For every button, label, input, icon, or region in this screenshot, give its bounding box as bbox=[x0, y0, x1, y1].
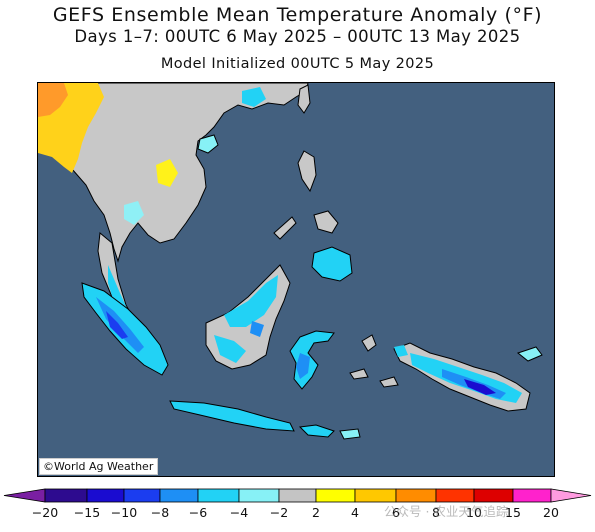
warm-anomaly-north bbox=[38, 83, 68, 117]
new-guinea bbox=[393, 342, 531, 412]
cool-core-borneo bbox=[250, 321, 264, 337]
cool-anomaly-sumatra bbox=[96, 297, 144, 353]
colorbar-bin-1 bbox=[44, 488, 88, 503]
colorbar-tick-label: −6 bbox=[188, 505, 208, 520]
cool-anomaly-gulf-coast bbox=[124, 201, 144, 225]
colorbar-bin-8 bbox=[315, 488, 356, 503]
colorbar-tick-labels: −20 −15 −10 −8 −6 −4 −2 2 4 6 8 10 15 20 bbox=[0, 505, 595, 525]
landmass-visayas bbox=[313, 210, 339, 234]
colorbar-bin-5 bbox=[197, 488, 240, 503]
strong-cool-anomaly-sumatra bbox=[106, 311, 128, 339]
strong-cool-anomaly-new-guinea bbox=[464, 379, 496, 395]
landmass-palawan bbox=[273, 216, 297, 240]
landmass-new-britain bbox=[516, 346, 543, 362]
colorbar-tick-label: 10 bbox=[466, 505, 482, 520]
cool-anomaly-coast bbox=[242, 87, 266, 107]
colorbar-tick-label: 2 bbox=[312, 505, 320, 520]
landmass-moluccas-3 bbox=[379, 376, 399, 388]
colorbar-bin-14 bbox=[550, 488, 592, 503]
colorbar-bin-0 bbox=[3, 488, 46, 503]
sulawesi bbox=[289, 330, 335, 390]
colorbar-bin-6 bbox=[238, 488, 280, 503]
borneo bbox=[205, 264, 291, 370]
landmass-lesser-sunda-1 bbox=[298, 424, 335, 438]
colorbar-tick-label: −2 bbox=[269, 505, 289, 520]
colorbar-bin-2 bbox=[86, 488, 125, 503]
landmass-moluccas-1 bbox=[361, 334, 377, 352]
mainland-southeast-asia bbox=[38, 83, 309, 340]
colorbar-tick-label: −15 bbox=[73, 505, 101, 520]
anomaly-map bbox=[37, 82, 555, 477]
landmass-mindanao bbox=[311, 246, 353, 282]
map-title: GEFS Ensemble Mean Temperature Anomaly (… bbox=[52, 4, 543, 26]
watermark-text: 公众号 · 农业天气追踪 bbox=[384, 504, 509, 519]
colorbar-tick-label: −10 bbox=[110, 505, 138, 520]
colorbar-tick-label: 6 bbox=[392, 505, 400, 520]
colorbar-tick-label: 8 bbox=[432, 505, 440, 520]
map-credit: ©World Ag Weather bbox=[39, 458, 159, 475]
colorbar-tick-label: 4 bbox=[351, 505, 359, 520]
colorbar-bin-7 bbox=[278, 488, 317, 503]
colorbar-tick-label: −8 bbox=[150, 505, 170, 520]
philippines bbox=[273, 150, 353, 282]
landmass-hainan bbox=[197, 134, 219, 154]
warm-anomaly-thailand bbox=[156, 159, 178, 187]
cool-anomaly-borneo-north bbox=[224, 275, 278, 327]
cool-anomaly-sulawesi bbox=[296, 353, 310, 379]
colorbar bbox=[3, 488, 592, 503]
forecast-period: Days 1–7: 00UTC 6 May 2025 – 00UTC 13 Ma… bbox=[74, 27, 521, 46]
colorbar-bin-4 bbox=[159, 488, 199, 503]
bird-head-peninsula bbox=[394, 345, 408, 357]
colorbar-tick-label: 20 bbox=[543, 505, 559, 520]
colorbar-tick-label: 15 bbox=[505, 505, 521, 520]
landmass-moluccas-2 bbox=[349, 368, 369, 380]
colorbar-tick-label: −4 bbox=[229, 505, 249, 520]
landmass-taiwan bbox=[297, 84, 311, 114]
landmass-lesser-sunda-2 bbox=[339, 428, 361, 440]
colorbar-bin-13 bbox=[512, 488, 552, 503]
model-init-time: Model Initialized 00UTC 5 May 2025 bbox=[160, 56, 435, 72]
landmass-java bbox=[169, 400, 295, 432]
map-canvas bbox=[38, 83, 554, 476]
sumatra bbox=[81, 282, 169, 376]
landmass-luzon bbox=[297, 150, 317, 193]
colorbar-bin-3 bbox=[123, 488, 161, 503]
cool-anomaly-borneo-south bbox=[214, 335, 246, 363]
colorbar-tick-label: −20 bbox=[31, 505, 59, 520]
